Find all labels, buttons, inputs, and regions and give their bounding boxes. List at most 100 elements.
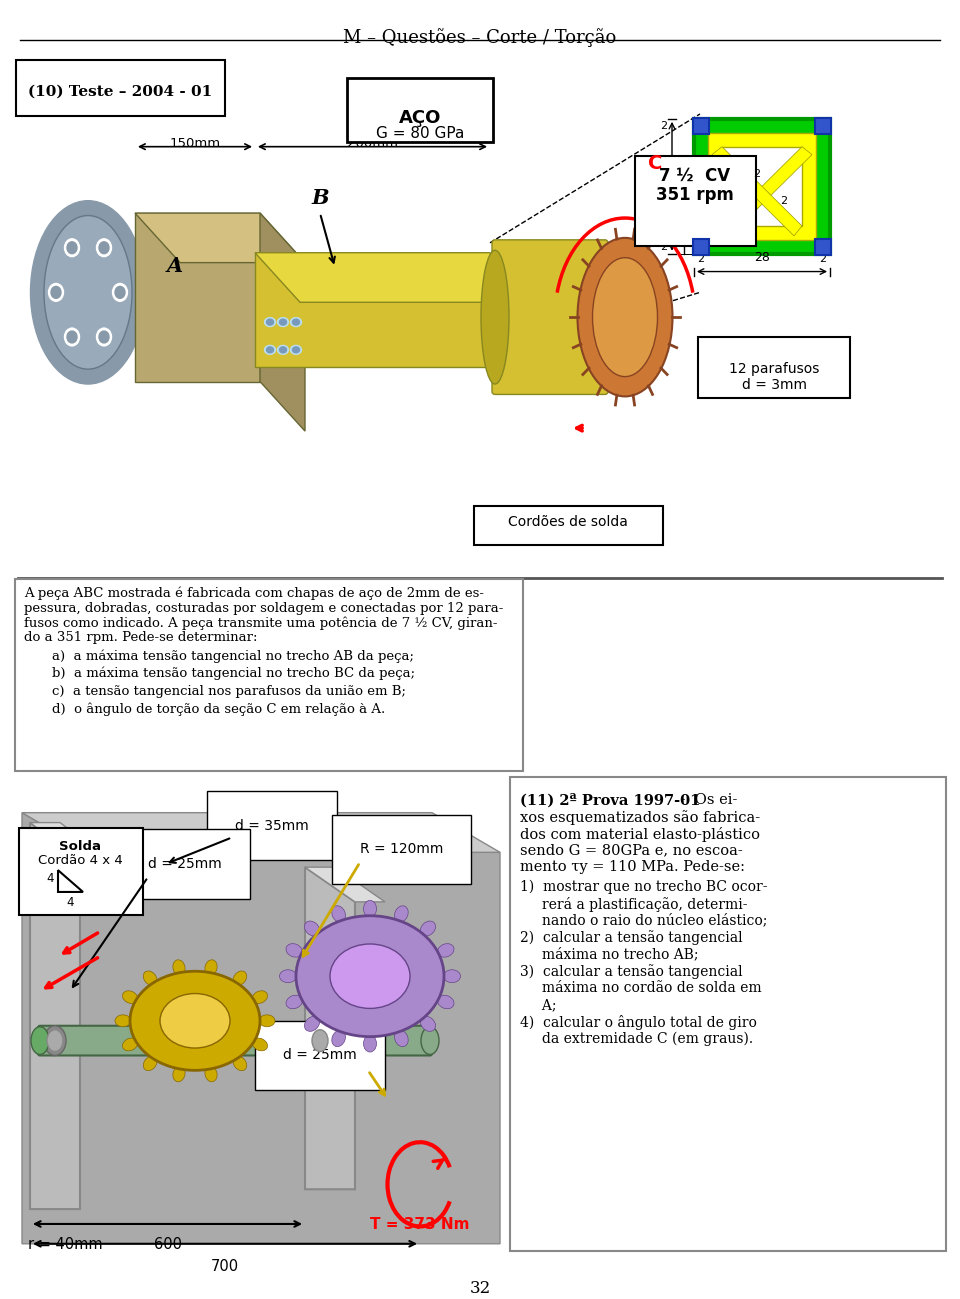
FancyBboxPatch shape (38, 1026, 432, 1056)
Text: mento τy = 110 MPa. Pede-se:: mento τy = 110 MPa. Pede-se: (520, 860, 745, 874)
Polygon shape (22, 813, 500, 1243)
Text: Cordões de solda: Cordões de solda (508, 516, 628, 530)
Text: 200mm: 200mm (347, 136, 397, 149)
Ellipse shape (277, 346, 289, 355)
Ellipse shape (67, 331, 77, 343)
Ellipse shape (173, 1066, 185, 1082)
Polygon shape (22, 813, 500, 852)
Text: 351 rpm: 351 rpm (656, 186, 734, 204)
Text: rerá a plastificação, determi-: rerá a plastificação, determi- (520, 896, 748, 912)
FancyBboxPatch shape (635, 156, 756, 246)
Text: 150mm: 150mm (169, 136, 221, 149)
Bar (694, 120, 830, 253)
Text: A;: A; (520, 998, 557, 1012)
Ellipse shape (115, 286, 125, 299)
Polygon shape (255, 253, 535, 303)
Ellipse shape (364, 900, 376, 917)
Text: (10) Teste – 2004 - 01: (10) Teste – 2004 - 01 (28, 84, 212, 99)
Text: C: C (648, 155, 662, 173)
Ellipse shape (31, 1026, 49, 1055)
Ellipse shape (160, 994, 230, 1048)
Text: 2: 2 (780, 196, 787, 207)
Ellipse shape (233, 970, 247, 986)
Text: 3)  calcular a tensão tangencial: 3) calcular a tensão tangencial (520, 964, 743, 979)
Bar (815, 239, 831, 255)
Text: (11) 2ª Prova 1997-01: (11) 2ª Prova 1997-01 (520, 792, 701, 807)
Text: 2: 2 (820, 253, 827, 264)
Ellipse shape (279, 320, 286, 325)
Ellipse shape (143, 970, 156, 986)
Ellipse shape (31, 200, 146, 385)
Ellipse shape (286, 943, 302, 957)
Ellipse shape (130, 972, 260, 1070)
Ellipse shape (267, 347, 274, 353)
Text: pessura, dobradas, costuradas por soldagem e conectadas por 12 para-: pessura, dobradas, costuradas por soldag… (24, 601, 503, 614)
Ellipse shape (51, 286, 61, 299)
Ellipse shape (252, 991, 268, 1004)
Text: 700: 700 (211, 1259, 239, 1273)
Text: 4: 4 (46, 872, 54, 885)
Ellipse shape (591, 251, 619, 385)
Text: máxima no trecho AB;: máxima no trecho AB; (520, 947, 699, 961)
Ellipse shape (123, 991, 138, 1004)
Text: do a 351 rpm. Pede-se determinar:: do a 351 rpm. Pede-se determinar: (24, 631, 257, 644)
Text: 2: 2 (754, 169, 760, 179)
Text: 4: 4 (66, 896, 74, 909)
Ellipse shape (44, 216, 132, 369)
FancyBboxPatch shape (510, 777, 946, 1251)
Text: B: B (311, 188, 329, 208)
Polygon shape (135, 213, 305, 262)
Ellipse shape (267, 320, 274, 325)
Ellipse shape (64, 329, 80, 346)
Ellipse shape (97, 329, 111, 346)
Text: r = 40mm: r = 40mm (28, 1237, 103, 1252)
Text: 2: 2 (660, 242, 667, 252)
Ellipse shape (279, 347, 286, 353)
Ellipse shape (97, 239, 111, 257)
Ellipse shape (143, 1056, 156, 1070)
Ellipse shape (112, 283, 128, 301)
FancyBboxPatch shape (698, 336, 850, 399)
Text: c)  a tensão tangencial nos parafusos da união em B;: c) a tensão tangencial nos parafusos da … (52, 685, 406, 698)
Ellipse shape (421, 1026, 439, 1055)
Text: Solda: Solda (59, 840, 101, 853)
Ellipse shape (252, 1038, 268, 1051)
Ellipse shape (47, 1030, 63, 1051)
Ellipse shape (67, 242, 77, 253)
Ellipse shape (332, 905, 346, 922)
Text: 2: 2 (697, 253, 705, 264)
Bar (708, 132, 816, 240)
Ellipse shape (277, 318, 289, 326)
Text: 28: 28 (754, 251, 770, 264)
Bar (693, 118, 709, 134)
Text: b)  a máxima tensão tangencial no trecho BC da peça;: b) a máxima tensão tangencial no trecho … (52, 666, 415, 681)
Polygon shape (30, 822, 80, 1209)
Bar (815, 118, 831, 134)
Bar (693, 239, 709, 255)
Ellipse shape (481, 251, 509, 385)
Text: R = 120mm: R = 120mm (360, 842, 444, 856)
Ellipse shape (265, 346, 276, 355)
FancyBboxPatch shape (474, 507, 663, 546)
Text: fusos como indicado. A peça transmite uma potência de 7 ½ CV, giran-: fusos como indicado. A peça transmite um… (24, 617, 497, 630)
Text: 1)  mostrar que no trecho BC ocor-: 1) mostrar que no trecho BC ocor- (520, 879, 767, 895)
Ellipse shape (330, 944, 410, 1008)
Polygon shape (722, 147, 812, 236)
Text: dos com material elasto-plástico: dos com material elasto-plástico (520, 826, 760, 842)
Ellipse shape (293, 320, 300, 325)
Ellipse shape (123, 1038, 138, 1051)
Ellipse shape (291, 346, 301, 355)
Polygon shape (135, 213, 260, 382)
FancyBboxPatch shape (492, 240, 608, 395)
Text: -  Os ei-: - Os ei- (676, 792, 737, 807)
Ellipse shape (49, 283, 63, 301)
Ellipse shape (332, 1030, 346, 1047)
Ellipse shape (99, 331, 109, 343)
Ellipse shape (444, 970, 461, 982)
Text: M – Questões – Corte / Torção: M – Questões – Corte / Torção (344, 27, 616, 47)
FancyBboxPatch shape (16, 61, 225, 116)
FancyBboxPatch shape (15, 579, 523, 772)
Ellipse shape (279, 970, 297, 982)
Ellipse shape (259, 1015, 275, 1026)
Bar (722, 147, 802, 226)
